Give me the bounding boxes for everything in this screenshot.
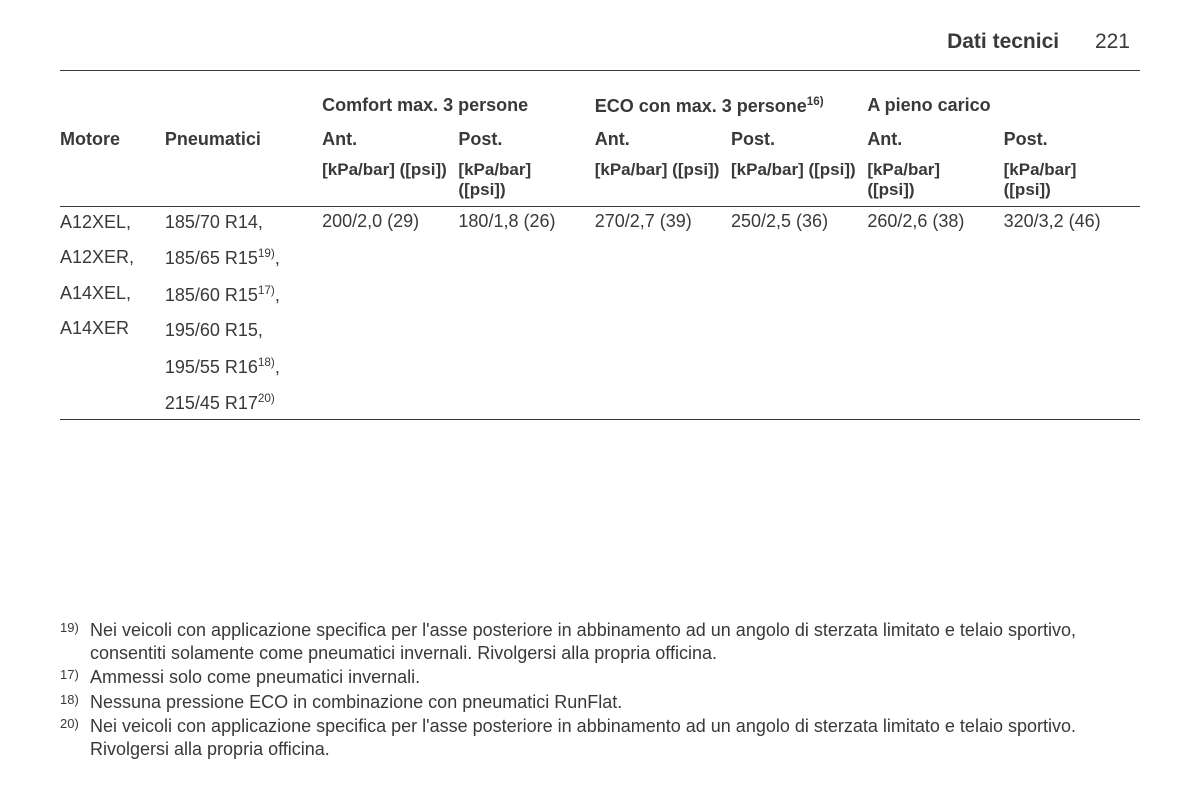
page-header: Dati tecnici 221 xyxy=(60,30,1140,54)
col-motore: Motore xyxy=(60,125,165,156)
unit-label: [kPa/bar]([psi]) xyxy=(458,156,594,207)
val-eco-post: 250/2,5 (36) xyxy=(731,207,867,420)
unit-label: [kPa/bar] ([psi]) xyxy=(595,156,731,207)
col-post: Post. xyxy=(458,125,594,156)
col-group-comfort: Comfort max. 3 persone xyxy=(322,89,595,125)
tyre-list: 185/70 R14, 185/65 R1519), 185/60 R1517)… xyxy=(165,211,316,415)
unit-label: [kPa/bar]([psi]) xyxy=(867,156,1003,207)
val-comfort-ant: 200/2,0 (29) xyxy=(322,207,458,420)
header-rule xyxy=(60,70,1140,71)
unit-label: [kPa/bar]([psi]) xyxy=(1004,156,1140,207)
footnote: 18) Nessuna pressione ECO in combinazion… xyxy=(60,691,1140,714)
val-comfort-post: 180/1,8 (26) xyxy=(458,207,594,420)
footnotes: 19) Nei veicoli con applicazione specifi… xyxy=(60,619,1140,762)
page-number: 221 xyxy=(1095,30,1130,53)
col-group-eco: ECO con max. 3 persone16) xyxy=(595,89,868,125)
col-group-full: A pieno carico xyxy=(867,89,1140,125)
motor-list: A12XEL, A12XER, A14XEL, A14XER xyxy=(60,211,159,341)
footnote: 20) Nei veicoli con applicazione specifi… xyxy=(60,715,1140,760)
col-ant: Ant. xyxy=(322,125,458,156)
tyre-pressure-table: Comfort max. 3 persone ECO con max. 3 pe… xyxy=(60,89,1140,420)
col-pneumatici: Pneumatici xyxy=(165,125,322,156)
col-ant: Ant. xyxy=(595,125,731,156)
col-post: Post. xyxy=(1004,125,1140,156)
val-full-post: 320/3,2 (46) xyxy=(1004,207,1140,420)
val-full-ant: 260/2,6 (38) xyxy=(867,207,1003,420)
footnote: 19) Nei veicoli con applicazione specifi… xyxy=(60,619,1140,664)
section-title: Dati tecnici xyxy=(947,30,1059,53)
val-eco-ant: 270/2,7 (39) xyxy=(595,207,731,420)
unit-label: [kPa/bar] ([psi]) xyxy=(731,156,867,207)
table-row: A12XEL, A12XER, A14XEL, A14XER 185/70 R1… xyxy=(60,207,1140,420)
col-post: Post. xyxy=(731,125,867,156)
unit-label: [kPa/bar] ([psi]) xyxy=(322,156,458,207)
col-ant: Ant. xyxy=(867,125,1003,156)
footnote: 17) Ammessi solo come pneumatici inverna… xyxy=(60,666,1140,689)
